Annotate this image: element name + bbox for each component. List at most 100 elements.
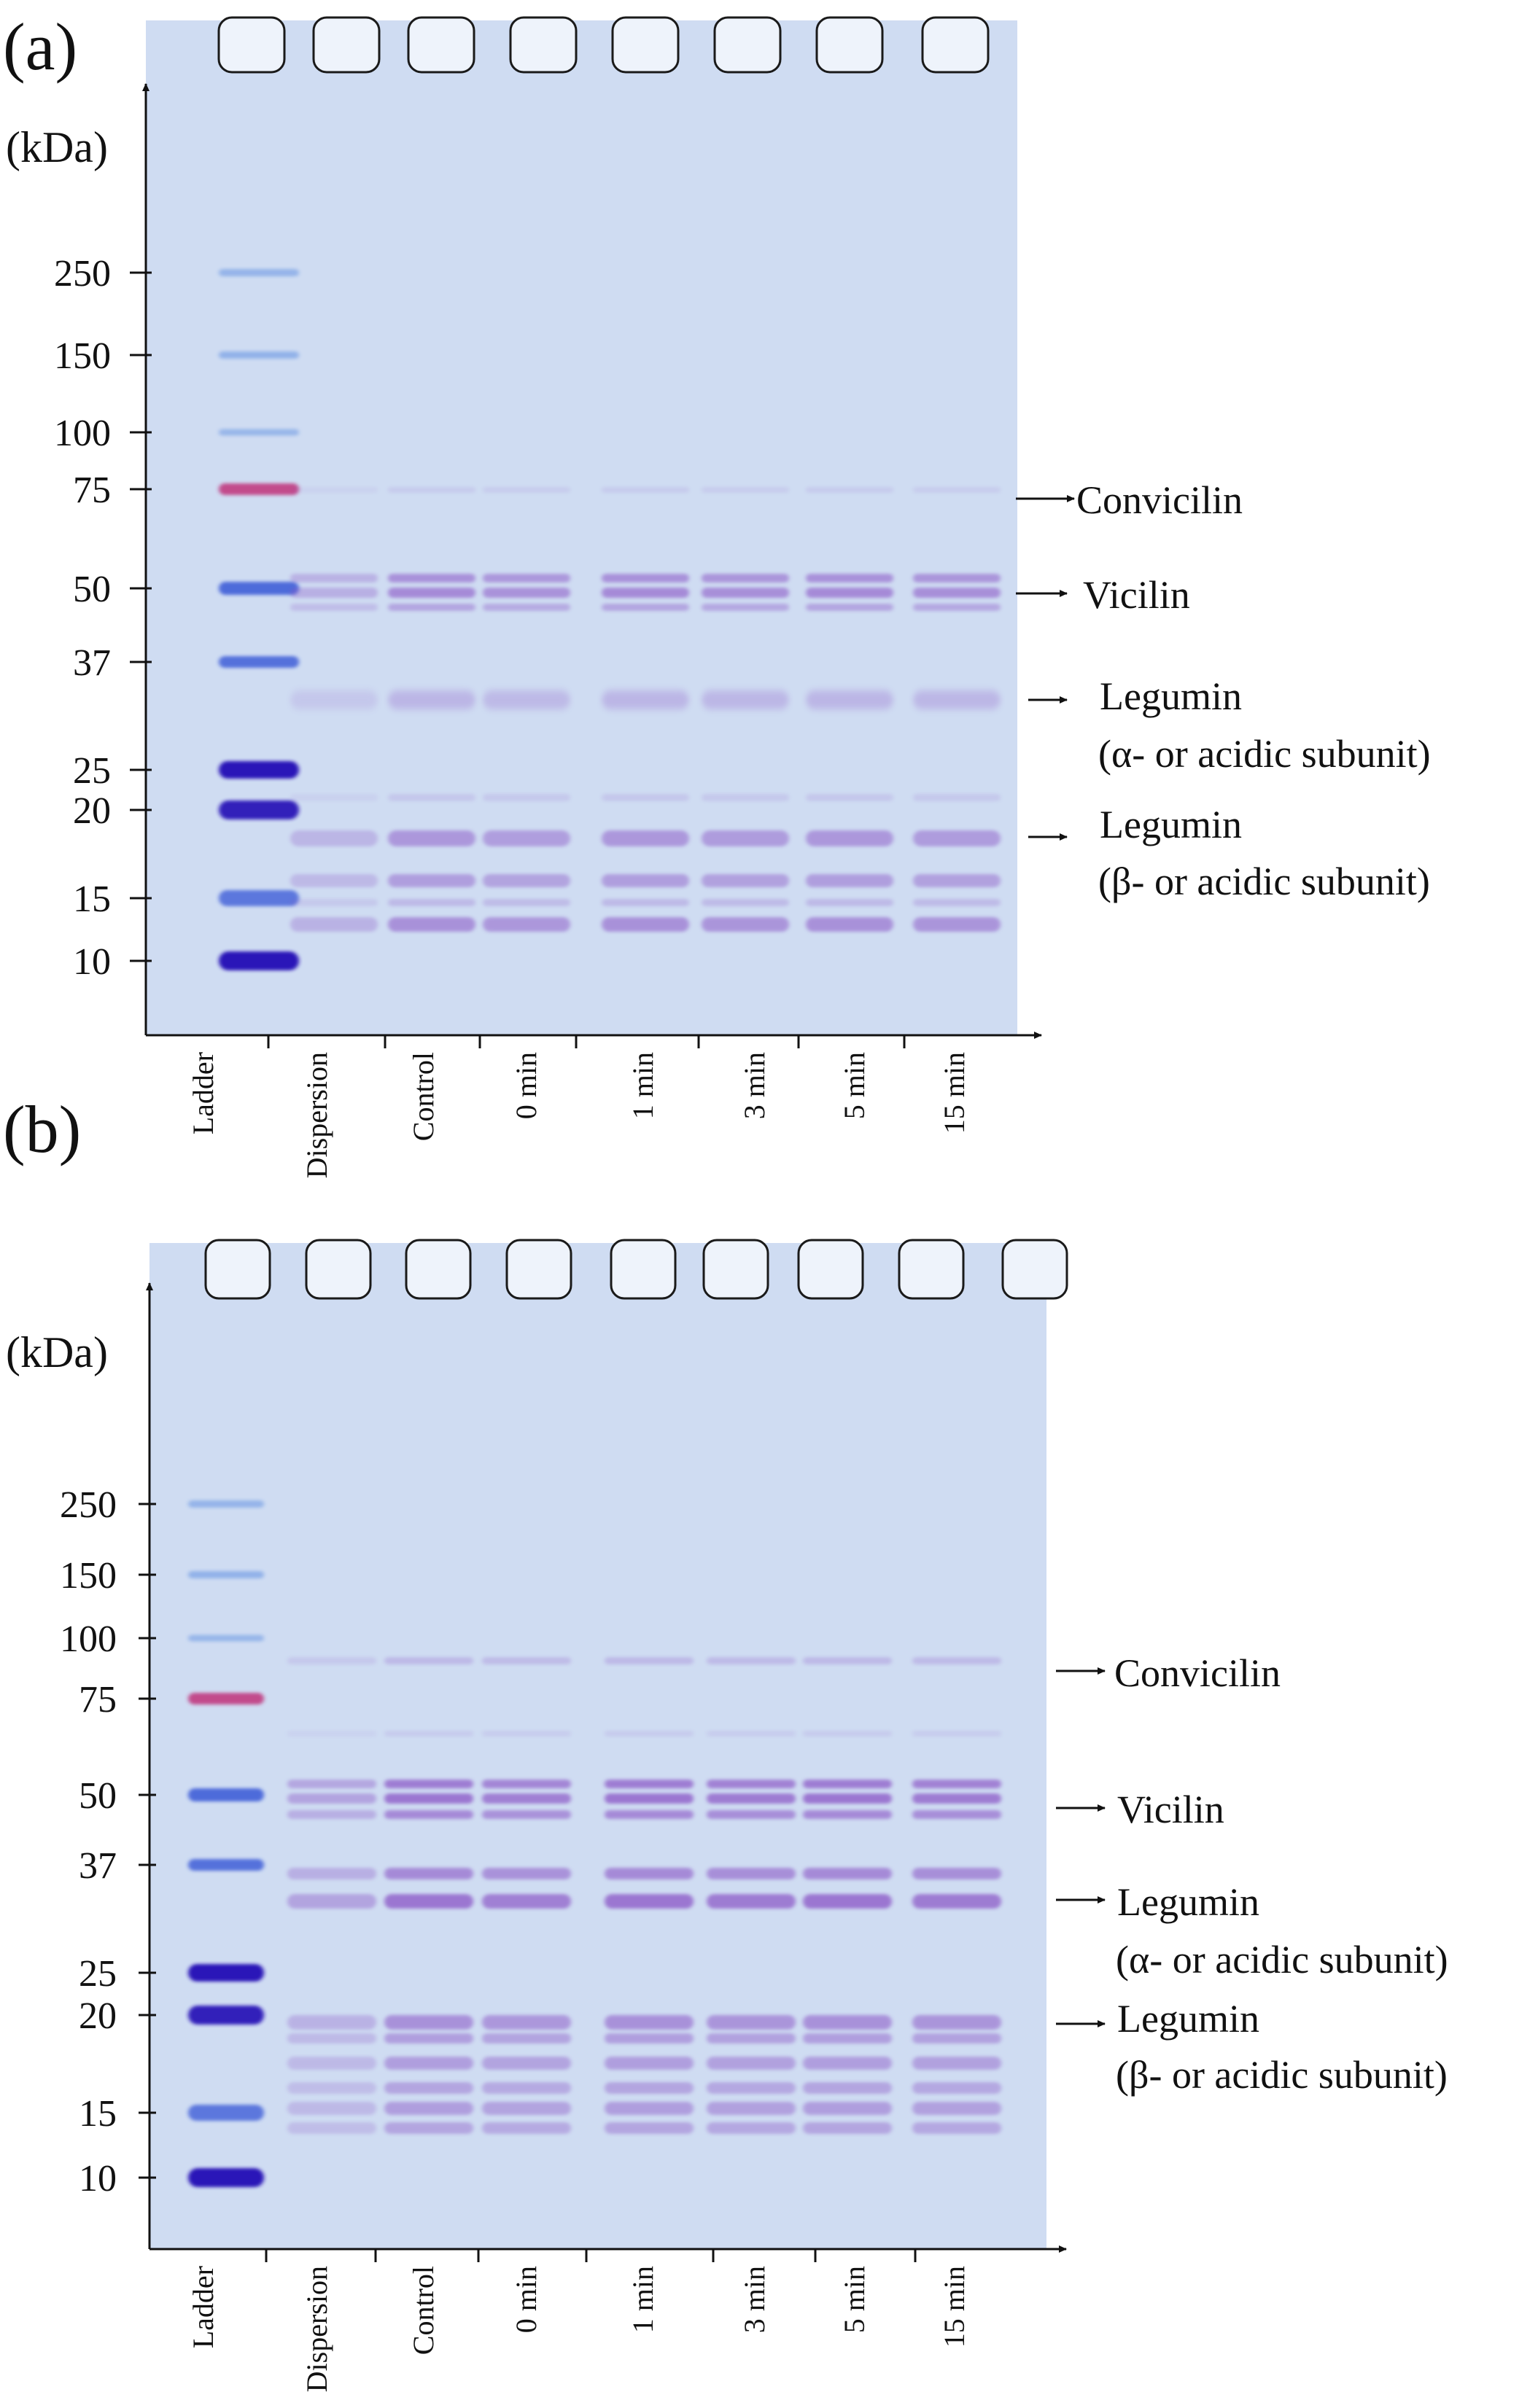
protein-band: [388, 830, 475, 846]
protein-band: [702, 487, 789, 493]
annotation-label: Legumin: [1100, 674, 1242, 718]
lane-label: 0 min: [510, 2266, 543, 2333]
protein-band: [707, 1793, 796, 1804]
protein-band: [388, 874, 475, 887]
sample-well: [610, 1239, 677, 1300]
protein-band: [483, 874, 570, 887]
lane-label: Control: [407, 1052, 440, 1141]
protein-band: [384, 1894, 473, 1909]
ladder-band: [188, 1788, 264, 1801]
protein-band: [913, 874, 1001, 887]
lane-label: Ladder: [187, 1052, 220, 1134]
protein-band: [384, 1793, 473, 1804]
protein-band: [912, 1894, 1001, 1909]
protein-band: [482, 2102, 571, 2115]
protein-band: [702, 899, 789, 906]
protein-band: [912, 2015, 1001, 2030]
protein-band: [483, 604, 570, 611]
protein-band: [803, 2057, 892, 2070]
ladder-band: [188, 1693, 264, 1704]
protein-band: [290, 874, 378, 887]
protein-band: [602, 874, 689, 887]
lane-label: 15 min: [938, 2266, 971, 2347]
protein-band: [707, 1780, 796, 1788]
protein-band: [702, 874, 789, 887]
unit-label: (kDa): [6, 1328, 108, 1376]
mw-marker-label: 37: [73, 642, 111, 684]
annotation-label: Legumin: [1100, 803, 1242, 846]
lane-label: 15 min: [938, 1052, 971, 1134]
protein-band: [384, 2057, 473, 2070]
mw-marker-label: 25: [79, 1953, 117, 1995]
sample-bands: [287, 1657, 1001, 2134]
protein-band: [287, 1810, 376, 1819]
ladder-band: [219, 890, 299, 906]
protein-band: [707, 1657, 796, 1664]
sample-well: [797, 1239, 864, 1300]
mw-marker-label: 75: [79, 1679, 117, 1721]
protein-band: [287, 2102, 376, 2115]
protein-band: [483, 588, 570, 598]
mw-marker-label: 250: [60, 1484, 117, 1526]
protein-band: [483, 917, 570, 932]
lane-label: 1 min: [626, 2266, 659, 2333]
protein-band: [384, 1731, 473, 1737]
protein-band: [287, 1868, 376, 1879]
protein-band: [602, 690, 689, 709]
protein-band: [384, 2102, 473, 2115]
ladder-band: [219, 761, 299, 779]
protein-band: [388, 487, 475, 493]
protein-band: [707, 1868, 796, 1879]
sample-well: [611, 16, 680, 74]
sample-well: [217, 16, 286, 74]
protein-band: [290, 574, 378, 582]
protein-band: [707, 1810, 796, 1819]
protein-band: [605, 1894, 694, 1909]
mw-marker-label: 75: [73, 469, 111, 511]
protein-band: [605, 2082, 694, 2094]
protein-band: [483, 690, 570, 709]
protein-band: [803, 1810, 892, 1819]
protein-band: [707, 2033, 796, 2043]
protein-band: [913, 830, 1001, 846]
protein-band: [702, 604, 789, 611]
protein-band: [707, 2082, 796, 2094]
lane-label: Ladder: [187, 2266, 220, 2348]
gel-image: [146, 16, 1017, 1035]
protein-band: [913, 604, 1001, 611]
sample-well: [1001, 1239, 1068, 1300]
protein-band: [602, 899, 689, 906]
protein-band: [290, 487, 378, 493]
protein-band: [602, 574, 689, 582]
protein-band: [806, 830, 893, 846]
ladder-band: [219, 800, 299, 819]
protein-band: [290, 830, 378, 846]
lane-labels: Ladder Dispersion Control 0 min 1 min 3 min 5 …: [187, 2266, 971, 2392]
ladder-band: [188, 2105, 264, 2121]
protein-band: [483, 899, 570, 906]
protein-band: [806, 899, 893, 906]
lane-label: 5 min: [838, 2266, 871, 2333]
gel-background: [149, 1243, 1046, 2249]
protein-band: [605, 2102, 694, 2115]
sample-well: [921, 16, 990, 74]
protein-band: [707, 1894, 796, 1909]
mw-marker-label: 10: [79, 2158, 117, 2199]
annotation-label: Vicilin: [1117, 1788, 1224, 1831]
ladder-bands: [188, 1500, 264, 2187]
protein-band: [287, 2057, 376, 2070]
annotation-label: Convicilin: [1076, 478, 1243, 522]
sample-bands: [290, 487, 1001, 932]
protein-band: [605, 1810, 694, 1819]
protein-band: [803, 2033, 892, 2043]
annotation-label: Legumin: [1117, 1997, 1259, 2041]
protein-band: [803, 1868, 892, 1879]
sample-well: [312, 16, 381, 74]
annotation-sublabel: (β- or acidic subunit): [1116, 2053, 1448, 2097]
protein-band: [912, 2102, 1001, 2115]
protein-band: [912, 2057, 1001, 2070]
protein-band: [803, 1780, 892, 1788]
